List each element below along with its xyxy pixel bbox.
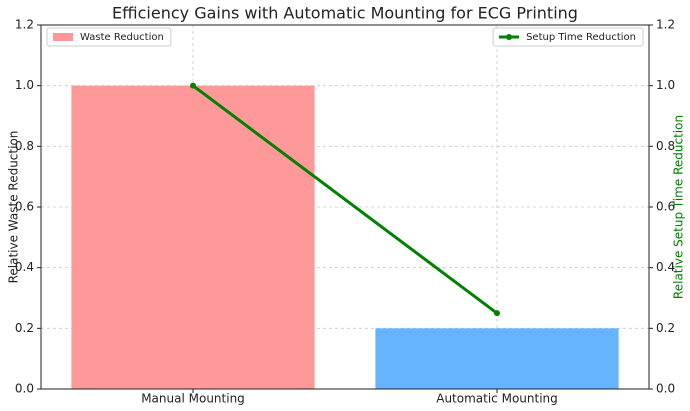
y-tick-label: 0.6	[15, 200, 34, 214]
x-tick-label: Manual Mounting	[141, 392, 245, 406]
chart-title: Efficiency Gains with Automatic Mounting…	[112, 4, 578, 23]
legend: Setup Time Reduction	[492, 27, 644, 47]
y-tick-label: 1.2	[15, 18, 34, 32]
legend-swatch	[53, 33, 73, 41]
legend-label: Setup Time Reduction	[526, 32, 636, 43]
line-marker	[494, 310, 500, 317]
y2-axis-label: Relative Setup Time Reduction	[672, 115, 686, 299]
line	[192, 84, 498, 315]
y2-tick-label: 1.0	[656, 78, 675, 92]
line-marker	[190, 82, 196, 89]
legend-box	[492, 27, 644, 47]
y2-tick-label: 0.4	[656, 260, 675, 274]
legend: Waste Reduction	[46, 27, 172, 47]
y-axis-label: Relative Waste Reduction	[7, 131, 21, 284]
bar	[71, 85, 315, 390]
plot-frame	[40, 24, 650, 390]
y-tick-label: 0.8	[15, 139, 34, 153]
y-tick-label: 1.0	[15, 78, 34, 92]
y2-tick-label: 0.2	[656, 321, 675, 335]
y-tick-label: 0.2	[15, 321, 34, 335]
y-tick-label: 0.0	[15, 382, 34, 396]
y-tick-label: 0.4	[15, 260, 34, 274]
legend-label: Waste Reduction	[80, 32, 164, 43]
x-tick-label: Automatic Mounting	[436, 392, 558, 406]
bar	[375, 328, 619, 389]
legend-swatch-marker	[506, 34, 513, 40]
legend-box	[46, 27, 172, 47]
y2-tick-label: 0.8	[656, 139, 675, 153]
y2-tick-label: 1.2	[656, 18, 675, 32]
y2-tick-label: 0.6	[656, 200, 675, 214]
y2-tick-label: 0.0	[656, 382, 675, 396]
